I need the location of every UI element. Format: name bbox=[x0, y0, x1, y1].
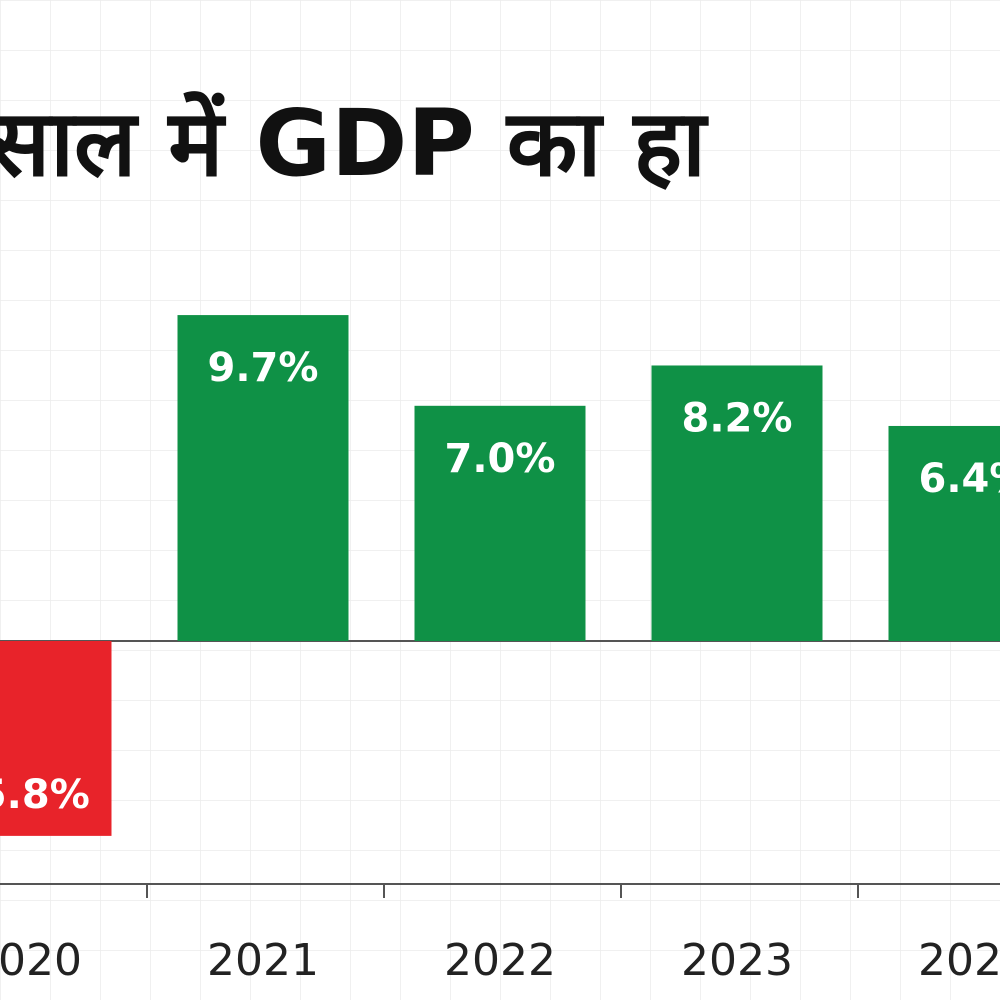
value-label: -5.8% bbox=[0, 772, 90, 818]
x-tick-label: 2021 bbox=[207, 935, 319, 986]
x-tick-label: 2022 bbox=[444, 935, 556, 986]
bar bbox=[651, 365, 823, 641]
value-label: 7.0% bbox=[445, 436, 556, 482]
bar bbox=[0, 641, 112, 836]
value-label: 6.4% bbox=[919, 456, 1000, 502]
x-tick-label: 2020 bbox=[0, 935, 82, 986]
bar bbox=[414, 405, 586, 641]
bar bbox=[888, 425, 1000, 641]
value-label: 9.7% bbox=[208, 345, 319, 391]
chart-title: साल में GDP का हा bbox=[0, 90, 709, 197]
bar bbox=[177, 315, 349, 641]
value-label: 8.2% bbox=[682, 395, 793, 441]
x-tick-label: 2023 bbox=[681, 935, 793, 986]
axis-ticks bbox=[146, 884, 859, 898]
x-tick-label: 2024 bbox=[918, 935, 1000, 986]
